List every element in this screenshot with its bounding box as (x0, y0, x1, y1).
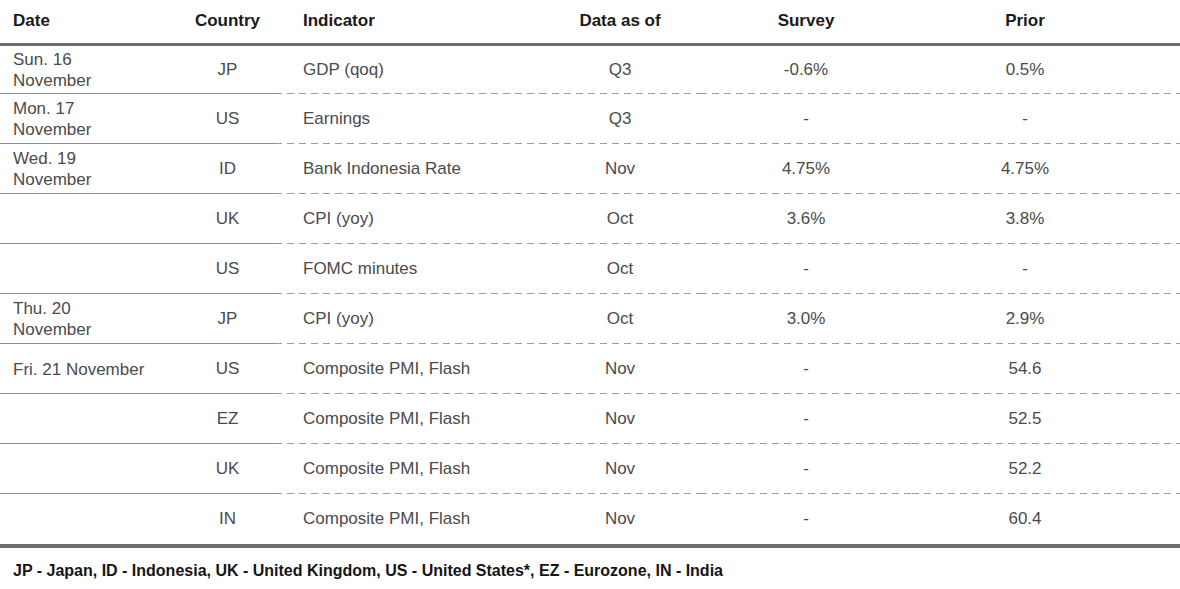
cell-prior: 60.4 (912, 494, 1180, 544)
cell-country: US (180, 344, 275, 394)
column-header-survey: Survey (700, 0, 912, 44)
cell-survey: - (700, 394, 912, 444)
table-row: Mon. 17 November US Earnings Q3 - - (0, 94, 1180, 144)
cell-country: UK (180, 194, 275, 244)
table-row: IN Composite PMI, Flash Nov - 60.4 (0, 494, 1180, 544)
table-body: Sun. 16 November JP GDP (qoq) Q3 -0.6% 0… (0, 44, 1180, 544)
cell-indicator: GDP (qoq) (275, 44, 540, 94)
cell-data-as-of: Nov (540, 444, 700, 494)
cell-survey: - (700, 344, 912, 394)
cell-prior: 4.75% (912, 144, 1180, 194)
cell-survey: 3.0% (700, 294, 912, 344)
table-row: Thu. 20 November JP CPI (yoy) Oct 3.0% 2… (0, 294, 1180, 344)
cell-data-as-of: Q3 (540, 94, 700, 144)
cell-survey: - (700, 444, 912, 494)
cell-indicator: Earnings (275, 94, 540, 144)
cell-data-as-of: Oct (540, 294, 700, 344)
cell-indicator: FOMC minutes (275, 244, 540, 294)
cell-indicator: CPI (yoy) (275, 194, 540, 244)
cell-prior: 3.8% (912, 194, 1180, 244)
cell-survey: - (700, 494, 912, 544)
cell-country: JP (180, 294, 275, 344)
column-header-indicator: Indicator (275, 0, 540, 44)
cell-indicator: Bank Indonesia Rate (275, 144, 540, 194)
cell-indicator: Composite PMI, Flash (275, 344, 540, 394)
cell-date: Thu. 20 November (0, 294, 180, 344)
cell-prior: 2.9% (912, 294, 1180, 344)
cell-country: EZ (180, 394, 275, 444)
table-row: EZ Composite PMI, Flash Nov - 52.5 (0, 394, 1180, 444)
cell-date (0, 244, 180, 294)
column-header-data-as-of: Data as of (540, 0, 700, 44)
table-row: Wed. 19 November ID Bank Indonesia Rate … (0, 144, 1180, 194)
country-code-legend: JP - Japan, ID - Indonesia, UK - United … (0, 548, 1180, 580)
table-row: UK CPI (yoy) Oct 3.6% 3.8% (0, 194, 1180, 244)
cell-date: Wed. 19 November (0, 144, 180, 194)
cell-country: US (180, 244, 275, 294)
cell-indicator: Composite PMI, Flash (275, 494, 540, 544)
table-row: Sun. 16 November JP GDP (qoq) Q3 -0.6% 0… (0, 44, 1180, 94)
cell-indicator: Composite PMI, Flash (275, 444, 540, 494)
cell-prior: 54.6 (912, 344, 1180, 394)
cell-indicator: Composite PMI, Flash (275, 394, 540, 444)
cell-prior: - (912, 244, 1180, 294)
cell-prior: 52.2 (912, 444, 1180, 494)
cell-date: Mon. 17 November (0, 94, 180, 144)
cell-country: IN (180, 494, 275, 544)
cell-survey: - (700, 244, 912, 294)
cell-data-as-of: Nov (540, 394, 700, 444)
economic-calendar-table: Date Country Indicator Data as of Survey… (0, 0, 1180, 544)
table-row: UK Composite PMI, Flash Nov - 52.2 (0, 444, 1180, 494)
cell-prior: - (912, 94, 1180, 144)
table-row: Fri. 21 November US Composite PMI, Flash… (0, 344, 1180, 394)
cell-data-as-of: Nov (540, 344, 700, 394)
cell-survey: - (700, 94, 912, 144)
cell-indicator: CPI (yoy) (275, 294, 540, 344)
table-header: Date Country Indicator Data as of Survey… (0, 0, 1180, 44)
cell-data-as-of: Nov (540, 144, 700, 194)
cell-survey: 3.6% (700, 194, 912, 244)
column-header-prior: Prior (912, 0, 1180, 44)
cell-date: Fri. 21 November (0, 344, 180, 394)
header-row: Date Country Indicator Data as of Survey… (0, 0, 1180, 44)
cell-date: Sun. 16 November (0, 44, 180, 94)
cell-date (0, 494, 180, 544)
cell-survey: 4.75% (700, 144, 912, 194)
cell-data-as-of: Nov (540, 494, 700, 544)
cell-data-as-of: Q3 (540, 44, 700, 94)
cell-data-as-of: Oct (540, 194, 700, 244)
cell-country: JP (180, 44, 275, 94)
cell-date (0, 394, 180, 444)
cell-country: ID (180, 144, 275, 194)
cell-prior: 52.5 (912, 394, 1180, 444)
cell-data-as-of: Oct (540, 244, 700, 294)
cell-date (0, 444, 180, 494)
cell-country: US (180, 94, 275, 144)
table-row: US FOMC minutes Oct - - (0, 244, 1180, 294)
cell-survey: -0.6% (700, 44, 912, 94)
cell-prior: 0.5% (912, 44, 1180, 94)
column-header-country: Country (180, 0, 275, 44)
column-header-date: Date (0, 0, 180, 44)
cell-date (0, 194, 180, 244)
cell-country: UK (180, 444, 275, 494)
